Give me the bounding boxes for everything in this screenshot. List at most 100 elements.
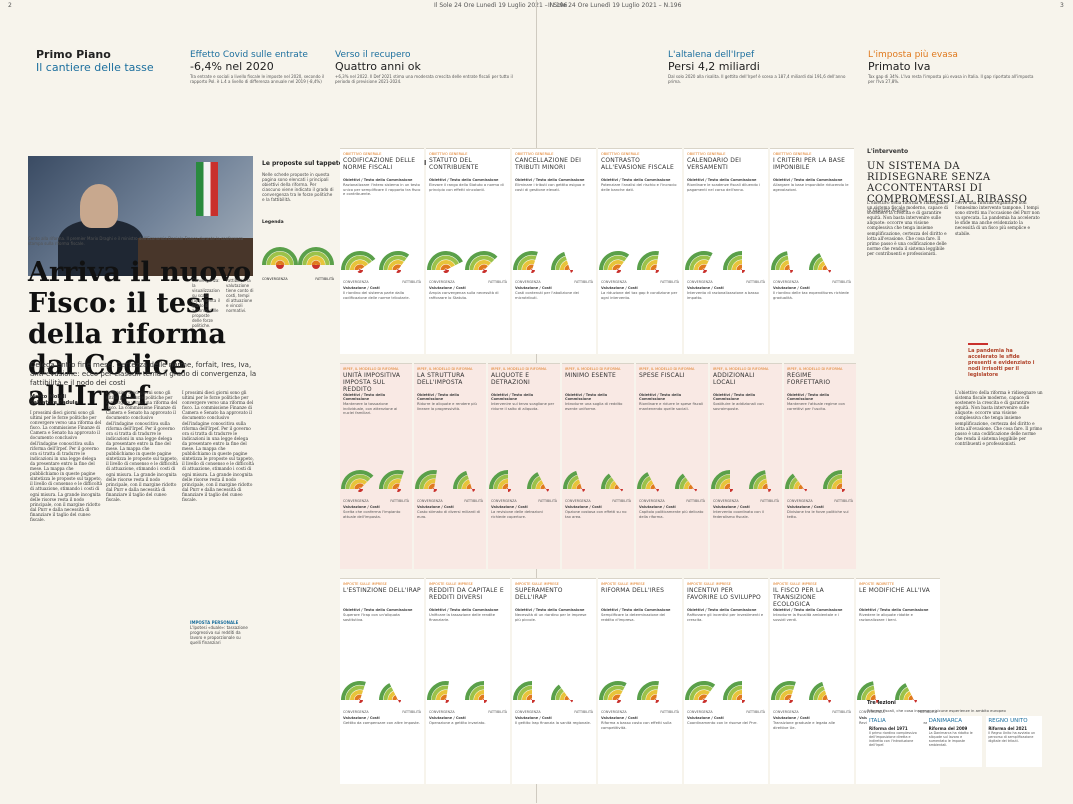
card-subhead: Obiettivi / Testo della Commissione — [426, 178, 510, 182]
person-head — [80, 184, 118, 228]
card-gauges — [340, 660, 424, 710]
card-tag: IRPEF, IL MODELLO DI RIFORMA — [562, 364, 634, 371]
proposal-card: IRPEF, IL MODELLO DI RIFORMA REGIME FORF… — [784, 363, 856, 569]
card-text2: Intervento di razionalizzazione a basso … — [684, 290, 768, 330]
stat-text: Dal solo 2020 alla risalita. Il gettito … — [668, 74, 848, 106]
conv-label: CONVERGENZA — [343, 710, 369, 714]
card-text2: Ampia convergenza sulla necessità di raf… — [426, 290, 510, 330]
card-gauges — [770, 230, 854, 280]
card-title: UNITÀ IMPOSITIVA IMPOSTA SUL REDDITO — [340, 371, 412, 393]
card-gauges — [488, 449, 572, 499]
feasibility-ring — [543, 486, 545, 489]
card-title: ALIQUOTE E DETRAZIONI — [488, 371, 560, 393]
sidebox-text: L'Ipotesi «duale»: tassazione progressiv… — [190, 625, 250, 645]
feasibility-ring — [825, 267, 827, 270]
article-column: I prossimi dieci giorni sono gli ultimi … — [30, 410, 102, 798]
section-subtitle: Il cantiere delle tasse — [36, 61, 154, 74]
card-text: Riordinare e ridurre le spese fiscali ma… — [636, 401, 708, 449]
convergence-ring — [787, 267, 790, 270]
tre-title: Tre lezioni — [867, 700, 1042, 706]
proposal-card: IRPEF, IL MODELLO DI RIFORMA ADDIZIONALI… — [710, 363, 782, 569]
card-tag: IMPOSTE SULLE IMPRESE — [340, 579, 424, 586]
card-text: Ridurre le aliquote e rendere più linear… — [414, 401, 486, 449]
convergence-ring — [704, 270, 705, 271]
convergence-ring — [446, 700, 447, 701]
card-title: CANCELLAZIONE DEI TRIBUTI MINORI — [512, 156, 596, 178]
card-text: Mantenere l'attuale regime con correttiv… — [784, 401, 856, 449]
opinion-body: Serve una riforma organica e non l'ennes… — [955, 200, 1043, 340]
card-text: Sostituire le addizionali con sovraimpos… — [710, 401, 782, 449]
card-text: Introdurre la fiscalità ambientale e i s… — [770, 612, 854, 660]
legend-gauges — [262, 225, 334, 273]
card-tag: OBIETTIVO GENERALE — [512, 149, 596, 156]
convergence-ring — [529, 267, 534, 271]
page-number-left: 2 — [8, 2, 12, 9]
card-title: STATUTO DEL CONTRIBUENTE — [426, 156, 510, 178]
pullquote: La pandemia ha accelerato le sfide prese… — [968, 343, 1043, 378]
card-title: CONTRASTO ALL'EVASIONE FISCALE — [598, 156, 682, 178]
card-tag: IMPOSTE SULLE IMPRESE — [426, 579, 510, 586]
convergence-ring — [656, 489, 657, 490]
convergence-ring — [582, 489, 583, 490]
card-gauges — [684, 230, 768, 280]
panel-intro: Nelle schede proposte in questa pagina s… — [262, 172, 334, 202]
legend-convergence-ring — [278, 265, 282, 267]
card-subhead: Obiettivi / Testo della Commissione — [770, 178, 854, 182]
card-gauges — [684, 660, 768, 710]
card-tag: IMPOSTE SULLE IMPRESE — [598, 579, 682, 586]
card-subhead: Obiettivi / Testo della Commissione — [426, 608, 510, 612]
proposal-card: IMPOSTE SULLE IMPRESE L'ESTINZIONE DELL'… — [340, 578, 424, 784]
fatt-label: FATTIBILITÀ — [760, 499, 779, 503]
card-title: SPESE FISCALI — [636, 371, 708, 393]
conv-label: CONVERGENZA — [601, 710, 627, 714]
section-label: Primo Piano Il cantiere delle tasse — [36, 48, 154, 74]
proposal-card: OBIETTIVO GENERALE STATUTO DEL CONTRIBUE… — [426, 148, 510, 354]
country-box: ITALIA Riforma del 1971 Il primo riordin… — [867, 716, 923, 767]
stat-text: Tax gap di 34%. L'Iva resta l'imposta pi… — [868, 74, 1040, 106]
card-gauges — [340, 449, 424, 499]
card-subhead: Obiettivi / Testo della Commissione — [340, 393, 412, 401]
card-tag: IRPEF, IL MODELLO DI RIFORMA — [710, 364, 782, 371]
fatt-label: FATTIBILITÀ — [746, 710, 765, 714]
country-name: ITALIA — [869, 718, 921, 724]
fatt-label: FATTIBILITÀ — [612, 499, 631, 503]
proposal-card: OBIETTIVO GENERALE CALENDARIO DEI VERSAM… — [684, 148, 768, 354]
fatt-label: FATTIBILITÀ — [686, 499, 705, 503]
conv-label: CONVERGENZA — [687, 280, 713, 284]
card-gauges — [598, 230, 682, 280]
feasibility-ring — [483, 270, 485, 271]
card-subhead: Obiettivi / Testo della Commissione — [562, 393, 634, 401]
proposal-card: IRPEF, IL MODELLO DI RIFORMA SPESE FISCA… — [636, 363, 708, 569]
card-title: CODIFICAZIONE DELLE NORME FISCALI — [340, 156, 424, 178]
card-text2: Costo stimato di diversi miliardi di eur… — [414, 509, 486, 549]
feasibility-ring — [567, 267, 569, 270]
proposal-card: OBIETTIVO GENERALE I CRITERI PER LA BASE… — [770, 148, 854, 354]
card-title: INCENTIVI PER FAVORIRE LO SVILUPPO — [684, 586, 768, 608]
pullquote-text: La pandemia ha accelerato le sfide prese… — [968, 348, 1043, 378]
convergence-ring — [790, 700, 791, 701]
card-tag: IRPEF, IL MODELLO DI RIFORMA — [488, 364, 560, 371]
card-gauges — [598, 660, 682, 710]
page-number-right: 3 — [1060, 2, 1064, 9]
fatt-label: FATTIBILITÀ — [746, 280, 765, 284]
card-text2: Opzione costosa con effetti su no tax ar… — [562, 509, 634, 549]
card-subhead: Obiettivi / Testo della Commissione — [488, 393, 560, 401]
conv-label: CONVERGENZA — [601, 280, 627, 284]
stat-kicker: L'imposta più evasa — [868, 50, 958, 60]
deck: Delega entro fine mese. Certezza delle n… — [30, 361, 260, 388]
stat-kicker: Effetto Covid sulle entrate — [190, 50, 308, 60]
convergence-ring — [532, 270, 533, 271]
conv-label: CONVERGENZA — [343, 499, 369, 503]
card-tag: IMPOSTE SULLE IMPRESE — [512, 579, 596, 586]
country-name: REGNO UNITO — [988, 718, 1040, 724]
card-tag: IRPEF, IL MODELLO DI RIFORMA — [636, 364, 708, 371]
proposal-card: OBIETTIVO GENERALE CANCELLAZIONE DEI TRI… — [512, 148, 596, 354]
card-text: Razionalizzare l'intero sistema in un te… — [340, 182, 424, 230]
card-text2: La riduzione del tax gap è condizione pe… — [598, 290, 682, 330]
card-gauges — [426, 660, 510, 710]
convergence-ring — [434, 489, 435, 490]
convergence-ring — [790, 270, 791, 271]
feasibility-ring — [842, 489, 843, 490]
card-subhead: Obiettivi / Testo della Commissione — [512, 608, 596, 612]
flag-icon — [196, 162, 218, 216]
